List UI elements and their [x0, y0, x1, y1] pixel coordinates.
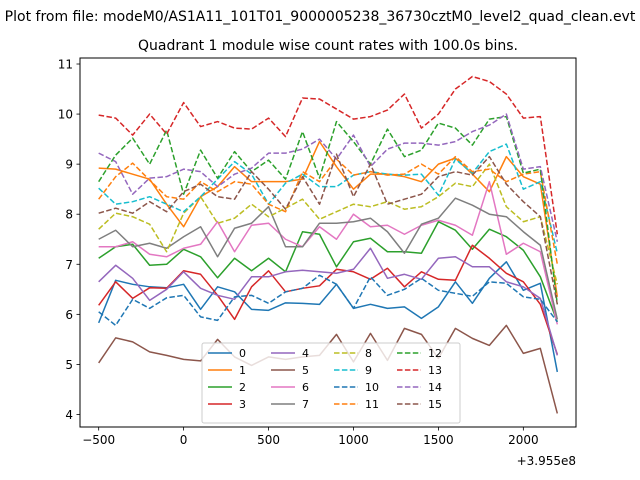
legend-label-14: 14 [428, 381, 442, 394]
y-tick-label: 6 [65, 308, 73, 322]
y-tick-label: 10 [58, 108, 73, 122]
series-layer [97, 75, 559, 414]
series-line-1 [98, 140, 559, 297]
legend-label-6: 6 [302, 381, 309, 394]
legend-label-10: 10 [365, 381, 379, 394]
series-line-4 [98, 247, 559, 356]
legend-label-5: 5 [302, 364, 309, 377]
y-tick-label: 8 [65, 208, 73, 222]
x-tick-label: −500 [82, 433, 115, 447]
series-line-2 [98, 220, 559, 323]
y-axis: 4 5 6 7 8 9 10 11 [58, 58, 80, 422]
x-tick-label: 0 [180, 433, 188, 447]
legend-label-15: 15 [428, 398, 442, 411]
legend-frame [201, 342, 461, 424]
y-tick-label: 7 [65, 258, 73, 272]
x-tick-label: 2000 [508, 433, 539, 447]
legend-label-11: 11 [365, 398, 379, 411]
series-line-14 [98, 113, 559, 242]
legend-label-0: 0 [239, 347, 246, 360]
legend-label-13: 13 [428, 364, 442, 377]
series-line-6 [98, 180, 559, 325]
y-tick-label: 4 [65, 408, 73, 422]
legend-label-2: 2 [239, 381, 246, 394]
y-tick-label: 11 [58, 58, 73, 72]
series-line-11 [98, 155, 559, 265]
series-line-8 [98, 163, 559, 285]
legend-label-7: 7 [302, 398, 309, 411]
legend-label-4: 4 [302, 347, 309, 360]
axes-frame [79, 57, 577, 428]
legend-label-8: 8 [365, 347, 372, 360]
legend-label-9: 9 [365, 364, 372, 377]
x-tick-label: 1500 [423, 433, 454, 447]
series-line-15 [98, 153, 559, 305]
series-line-9 [98, 143, 559, 254]
y-tick-label: 9 [65, 158, 73, 172]
plot-area [79, 57, 577, 428]
x-offset-label: +3.955e8 [517, 454, 576, 468]
series-line-0 [97, 261, 559, 373]
legend-label-3: 3 [239, 398, 246, 411]
x-tick-label: 1000 [338, 433, 369, 447]
series-line-13 [98, 75, 559, 235]
y-tick-label: 5 [65, 358, 73, 372]
x-axis: −500 0 500 1000 1500 2000 [82, 427, 539, 447]
x-tick-label: 500 [257, 433, 280, 447]
chart-suptitle: Plot from file: modeM0/AS1A11_101T01_900… [5, 9, 636, 25]
legend-label-1: 1 [239, 364, 246, 377]
chart-title: Quadrant 1 module wise count rates with … [138, 38, 518, 54]
legend-label-12: 12 [428, 347, 442, 360]
series-line-12 [98, 115, 559, 305]
series-line-7 [98, 197, 559, 320]
series-line-10 [98, 274, 558, 327]
